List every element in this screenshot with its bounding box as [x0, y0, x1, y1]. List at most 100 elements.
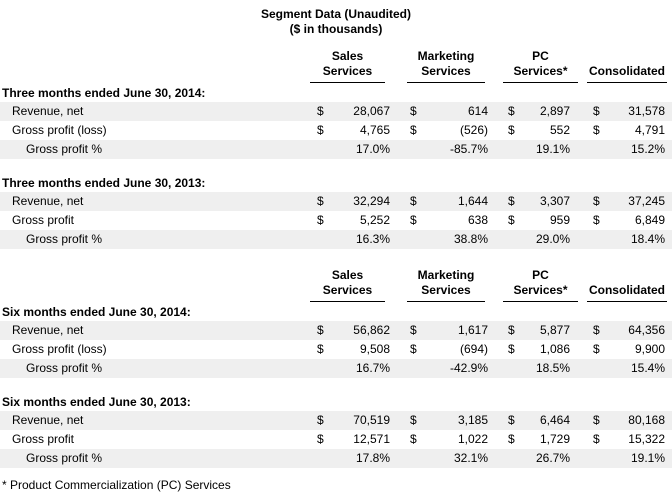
- row-label: Revenue, net: [12, 323, 84, 337]
- row-label: Gross profit (loss): [12, 123, 107, 137]
- table-row: Gross profit % 16.7% -42.9% 18.5% 15.4%: [0, 359, 672, 378]
- value-cell: 4,791: [634, 123, 665, 137]
- column-header-underline: Marketing Services: [407, 268, 485, 302]
- currency-symbol: $: [593, 194, 600, 208]
- column-header-line1: [587, 49, 667, 64]
- table-blocks: Sales Services Marketing Services PC Services…: [0, 49, 672, 468]
- table-row: Gross profit % 16.3% 38.8% 29.0% 18.4%: [0, 230, 672, 249]
- column-header-underline: Consolidated: [587, 49, 667, 83]
- section-heading: Six months ended June 30, 2013:: [2, 395, 191, 409]
- value-cell: 638: [467, 213, 488, 227]
- value-cell: 5,877: [539, 323, 570, 337]
- currency-symbol: $: [508, 194, 515, 208]
- section-heading: Three months ended June 30, 2014:: [2, 86, 206, 100]
- column-header-consolidated: Consolidated: [578, 49, 672, 83]
- row-label: Gross profit (loss): [12, 342, 107, 356]
- value-cell: (526): [459, 123, 488, 137]
- currency-symbol: [578, 359, 604, 378]
- currency-symbol: [308, 449, 332, 468]
- column-header-line1: Marketing: [417, 268, 475, 282]
- currency-symbol: [308, 140, 332, 159]
- currency-symbol: $: [317, 323, 324, 337]
- currency-symbol: [308, 230, 332, 249]
- percent-cell: 19.1%: [630, 451, 665, 465]
- column-header-spacer: [0, 268, 308, 302]
- page-title: Segment Data (Unaudited): [260, 7, 411, 21]
- percent-cell: 38.8%: [453, 232, 488, 246]
- currency-symbol: $: [410, 213, 417, 227]
- percent-cell: 19.1%: [535, 142, 570, 156]
- value-cell: 614: [467, 104, 488, 118]
- percent-cell: 18.4%: [630, 232, 665, 246]
- currency-symbol: $: [593, 123, 600, 137]
- currency-symbol: $: [410, 194, 417, 208]
- value-cell: 12,571: [353, 432, 390, 446]
- percent-cell: 16.3%: [355, 232, 390, 246]
- percent-cell: 17.0%: [355, 142, 390, 156]
- value-cell: 1,729: [539, 432, 570, 446]
- table-row: Gross profit % 17.0% -85.7% 19.1% 15.2%: [0, 140, 672, 159]
- currency-symbol: $: [508, 323, 515, 337]
- column-header-row: Sales Services Marketing Services PC Services…: [0, 268, 672, 302]
- percent-cell: -42.9%: [449, 361, 488, 375]
- row-label: Revenue, net: [12, 104, 84, 118]
- column-header-line2: Consolidated: [588, 64, 665, 78]
- currency-symbol: [496, 449, 520, 468]
- section-spacer: [0, 159, 672, 173]
- table-row: Gross profit (loss) $9,508 $ (694) $1,086 $9,…: [0, 340, 672, 359]
- segment-table-three-months: Sales Services Marketing Services PC Services…: [0, 49, 672, 249]
- column-header-line1: [587, 268, 667, 283]
- row-label: Gross profit %: [26, 232, 103, 246]
- column-header-line1: Marketing: [417, 49, 475, 63]
- currency-symbol: [578, 140, 604, 159]
- column-header-line1: Sales: [331, 268, 364, 282]
- row-label: Gross profit %: [26, 142, 103, 156]
- percent-cell: 29.0%: [535, 232, 570, 246]
- value-cell: 2,897: [539, 104, 570, 118]
- table-row: Revenue, net $56,862 $1,617 $5,877 $64,356: [0, 321, 672, 340]
- column-header-underline: Marketing Services: [407, 49, 485, 83]
- currency-symbol: $: [508, 123, 515, 137]
- column-header-sales-services: Sales Services: [308, 268, 398, 302]
- value-cell: 1,617: [457, 323, 488, 337]
- currency-symbol: $: [317, 342, 324, 356]
- currency-symbol: [578, 230, 604, 249]
- currency-symbol: $: [317, 432, 324, 446]
- value-cell: 4,765: [359, 123, 390, 137]
- column-header-consolidated: Consolidated: [578, 268, 672, 302]
- column-header-spacer: [0, 49, 308, 83]
- value-cell: 28,067: [353, 104, 390, 118]
- table-row: Revenue, net $32,294 $1,644 $3,307 $37,245: [0, 192, 672, 211]
- title-block: Segment Data (Unaudited) ($ in thousands…: [0, 0, 672, 37]
- currency-symbol: $: [410, 323, 417, 337]
- currency-symbol: $: [317, 413, 324, 427]
- section-heading: Six months ended June 30, 2014:: [2, 305, 191, 319]
- section-spacer: [0, 378, 672, 392]
- row-label: Gross profit %: [26, 451, 103, 465]
- currency-symbol: $: [593, 413, 600, 427]
- column-header-underline: Sales Services: [310, 49, 385, 83]
- column-header-line2: Services: [322, 283, 373, 297]
- currency-symbol: [496, 230, 520, 249]
- value-cell: 552: [549, 123, 570, 137]
- column-header-line2: Services: [322, 64, 373, 78]
- column-header-underline: PC Services*: [503, 268, 578, 302]
- currency-symbol: $: [410, 123, 417, 137]
- column-header-line1: PC: [532, 268, 549, 282]
- currency-symbol: $: [593, 213, 600, 227]
- currency-symbol: [398, 359, 424, 378]
- currency-symbol: $: [508, 432, 515, 446]
- percent-cell: 26.7%: [535, 451, 570, 465]
- percent-cell: 15.4%: [630, 361, 665, 375]
- page-subtitle: ($ in thousands): [289, 22, 383, 36]
- value-cell: 56,862: [353, 323, 390, 337]
- currency-symbol: $: [410, 413, 417, 427]
- currency-symbol: [496, 140, 520, 159]
- currency-symbol: $: [508, 413, 515, 427]
- value-cell: (694): [459, 342, 488, 356]
- row-label: Gross profit %: [26, 361, 103, 375]
- value-cell: 32,294: [353, 194, 390, 208]
- currency-symbol: $: [317, 123, 324, 137]
- column-header-marketing-services: Marketing Services: [398, 49, 496, 83]
- currency-symbol: [398, 230, 424, 249]
